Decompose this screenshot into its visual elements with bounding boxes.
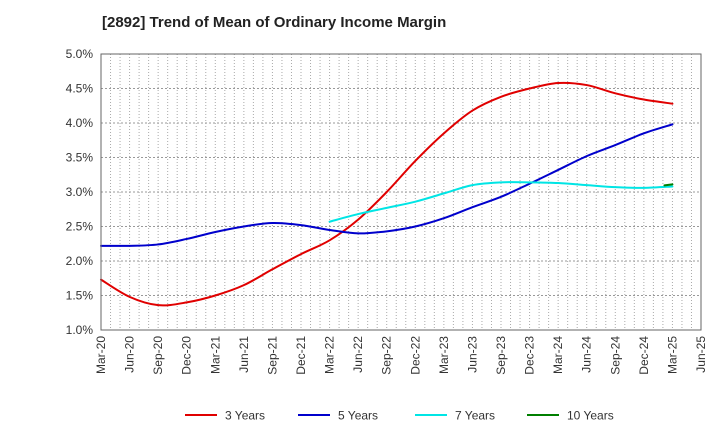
- plot-frame: [100, 53, 702, 331]
- x-tick-label: Sep-24: [608, 336, 622, 375]
- y-tick-label: 4.0%: [66, 116, 94, 130]
- x-tick-label: Sep-22: [380, 336, 394, 375]
- x-tick-label: Mar-20: [94, 336, 108, 374]
- x-tick-label: Mar-21: [208, 336, 222, 374]
- x-tick-label: Mar-22: [323, 336, 337, 374]
- legend: 3 Years 5 Years 7 Years 10 Years: [185, 409, 614, 423]
- chart-title: [2892] Trend of Mean of Ordinary Income …: [102, 14, 447, 31]
- x-tick-label: Dec-21: [294, 336, 308, 375]
- x-tick-label: Mar-25: [665, 336, 679, 374]
- y-tick-label: 2.5%: [66, 220, 94, 234]
- y-tick-label: 3.5%: [66, 151, 94, 165]
- y-tick-label: 4.5%: [66, 82, 94, 96]
- y-tick-label: 2.0%: [66, 254, 94, 268]
- x-tick-label: Sep-20: [151, 336, 165, 375]
- x-tick-label: Mar-23: [437, 336, 451, 374]
- legend-label: 7 Years: [455, 409, 495, 423]
- x-tick-label: Sep-23: [494, 336, 508, 375]
- x-tick-label: Dec-20: [180, 336, 194, 375]
- legend-label: 10 Years: [567, 409, 614, 423]
- x-tick-label: Jun-22: [351, 336, 365, 373]
- series-line-10-years: [663, 183, 674, 187]
- grid-layer: [100, 53, 702, 331]
- series-line-3-years: [100, 81, 674, 307]
- legend-item-7-years: 7 Years: [415, 409, 495, 423]
- series-line-5-years: [100, 123, 674, 247]
- legend-item-3-years: 3 Years: [185, 409, 265, 423]
- x-tick-label: Dec-22: [408, 336, 422, 375]
- x-tick-label: Dec-24: [637, 336, 651, 375]
- legend-item-10-years: 10 Years: [527, 409, 614, 423]
- x-tick-label: Jun-20: [123, 336, 137, 373]
- legend-item-5-years: 5 Years: [298, 409, 378, 423]
- y-tick-label: 1.5%: [66, 289, 94, 303]
- x-tick-label: Jun-21: [237, 336, 251, 373]
- x-tick-label: Sep-21: [265, 336, 279, 375]
- x-tick-label: Dec-23: [523, 336, 537, 375]
- legend-label: 3 Years: [225, 409, 265, 423]
- legend-label: 5 Years: [338, 409, 378, 423]
- axis-layer: 1.0% 1.5% 2.0% 2.5% 3.0% 3.5% 4.0% 4.5% 5.0% Mar-…: [66, 47, 708, 375]
- y-tick-label: 5.0%: [66, 47, 94, 61]
- y-tick-label: 3.0%: [66, 185, 94, 199]
- x-tick-label: Jun-23: [465, 336, 479, 373]
- y-tick-label: 1.0%: [66, 323, 94, 337]
- x-tick-label: Jun-24: [580, 336, 594, 373]
- series-layer: [100, 81, 674, 307]
- x-tick-label: Mar-24: [551, 336, 565, 374]
- x-tick-label: Jun-25: [694, 336, 708, 373]
- series-line-7-years: [328, 181, 674, 223]
